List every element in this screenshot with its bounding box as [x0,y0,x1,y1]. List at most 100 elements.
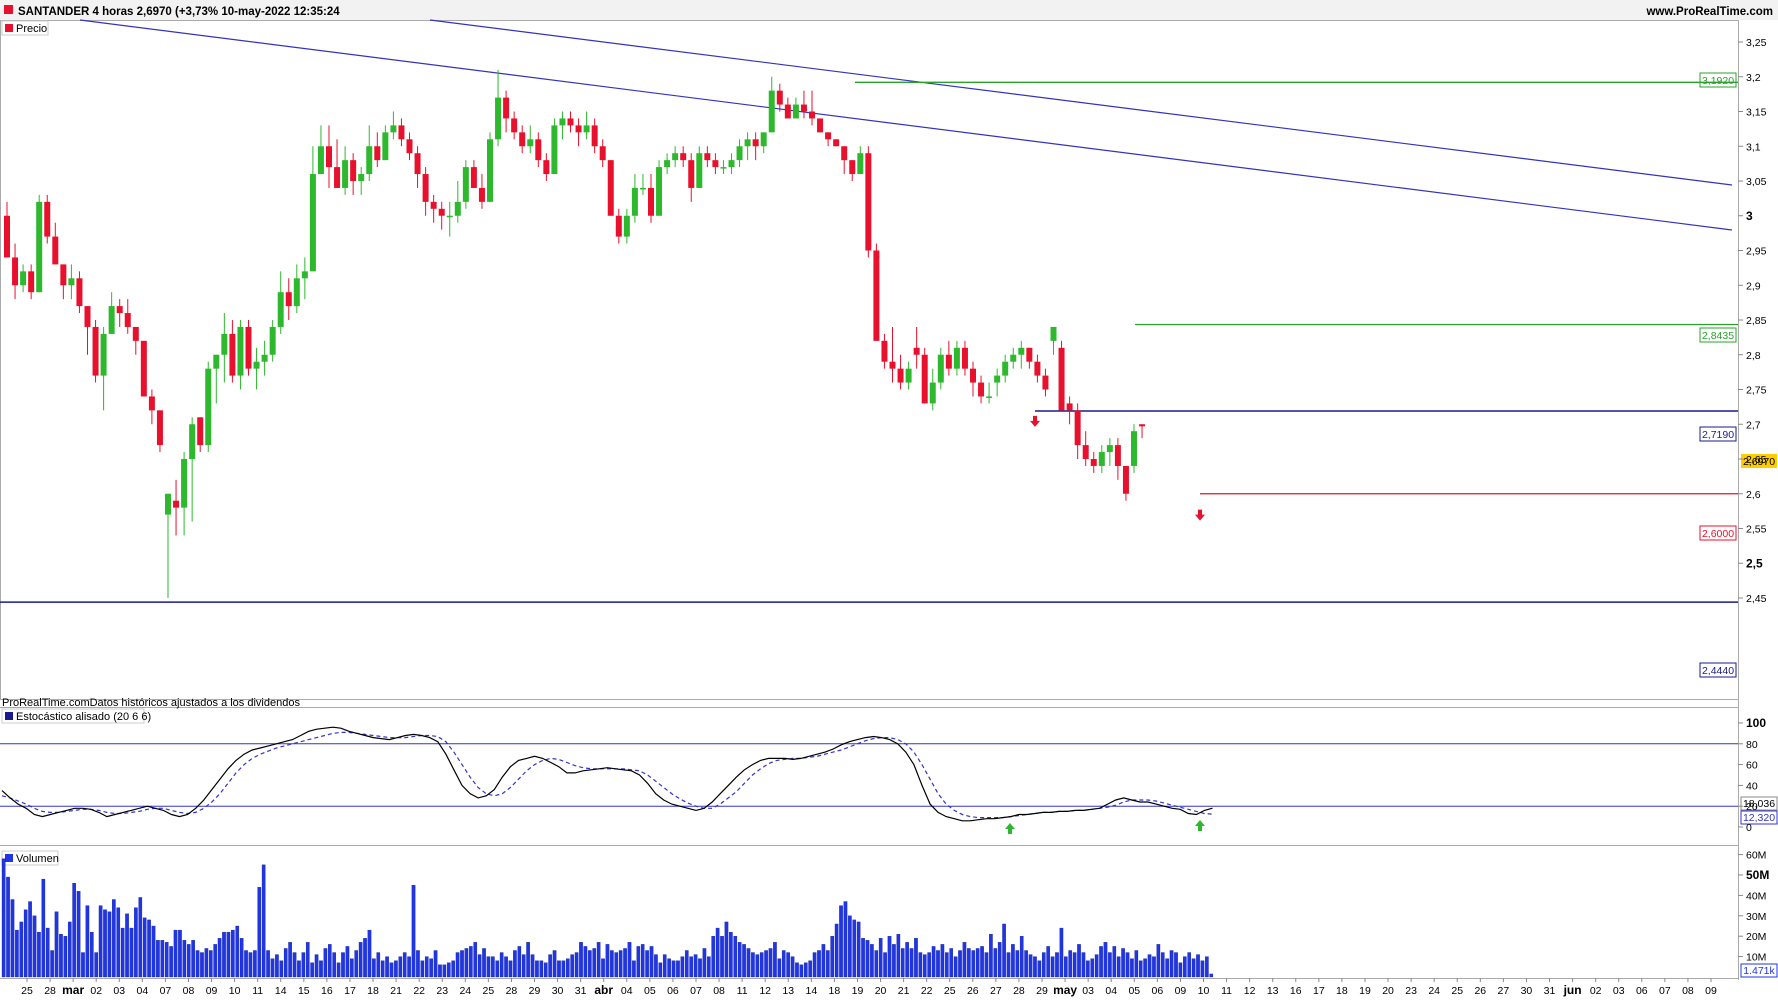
volume-bar [755,954,760,978]
volume-bar [1050,956,1055,978]
stoch-tick-label: 80 [1746,739,1758,751]
candle [237,320,244,390]
volume-bar [1072,952,1077,978]
candle [945,340,952,376]
price-tick-label: 3,15 [1746,107,1767,119]
price-tick-label: 2,55 [1746,524,1767,536]
candle [197,417,204,453]
candle-body [68,278,75,286]
volume-bar [37,931,41,978]
volume-bar [1086,960,1090,978]
candle [478,174,485,209]
volume-bar [993,948,998,978]
volume-bar [1112,946,1117,978]
candle [752,132,759,161]
volume-bar [6,876,10,978]
candle-body [422,174,429,202]
stoch-legend-icon [5,712,13,720]
volume-bar [54,911,59,978]
gridlines [0,743,1738,807]
candle [317,125,324,175]
candle-body [173,500,180,508]
chart-title: SANTANDER 4 horas 2,6970 (+3,73% 10-may-… [18,6,340,18]
volume-bar [182,940,187,978]
volume-bar [178,929,182,978]
candle-body [285,292,292,307]
volume-bar [266,950,270,978]
candle-body [269,326,276,355]
volume-bar [667,958,671,978]
volume-bar [94,952,99,978]
candle [784,97,791,119]
volume-bar [852,919,857,978]
candle-body [28,271,35,293]
candle [551,118,558,175]
candle-body [720,167,727,169]
candle-body [487,139,493,202]
candle [12,243,19,300]
candle-body [446,215,453,218]
candle-body [156,410,163,446]
candle-body [639,187,646,190]
x-tick-label: 21 [390,985,402,997]
candle [704,146,711,168]
candle-body [889,361,896,369]
stoch-d-value-label: 12,320 [1740,810,1778,825]
stoch-tick-label: 0 [1746,822,1752,834]
candle [639,174,646,195]
candle [1122,465,1129,501]
volume-bar [191,940,195,978]
candle-body [1122,465,1129,494]
drawn-lines [0,19,1738,603]
volume-bar [883,952,887,978]
volume-bar [552,950,557,978]
volume-bar [720,936,724,978]
volume-bar [684,950,689,978]
candle-body [607,160,614,216]
volume-bar [248,952,253,978]
candle [221,313,228,383]
volume-bar [799,964,804,978]
candle [953,340,960,376]
candle-body [744,139,751,147]
price-panel-frame [0,20,1739,700]
volume-bar [689,956,693,978]
volume-bar [733,936,738,978]
volume-bar [680,956,685,978]
volume-bar [147,919,151,978]
last-price-label: 2,6970 [1741,454,1777,468]
site-link[interactable]: www.ProRealTime.com [1645,6,1773,18]
volume-bar [949,948,954,978]
candle [350,153,357,195]
volume-bar [980,946,984,978]
candle [744,132,751,161]
candle [519,125,526,154]
x-tick-label: jun [1563,983,1582,997]
candle-body [511,118,518,133]
candle [833,139,840,147]
volume-bar [275,954,279,978]
volume-bar [134,907,138,978]
volume-tick-label: 30M [1746,911,1766,923]
volume-bar [751,952,755,978]
volume-bar [1178,962,1183,978]
x-tick-label: 18 [1336,985,1348,997]
candle-body [849,160,856,175]
candle [406,132,413,161]
trendline-lower [79,19,1733,231]
candle-body [382,132,389,161]
x-tick-label: 06 [667,985,679,997]
volume-bar [89,931,94,978]
x-tick-label: 24 [459,985,471,997]
candle-body [100,333,107,376]
volume-bar [1200,960,1205,978]
price-tick-label: 2,9 [1746,280,1761,292]
x-tick-label: 11 [1221,985,1232,997]
candle [205,361,212,453]
candle-body [1050,326,1057,341]
volume-bar [830,936,835,978]
candle [326,125,332,188]
price-tick-label: 2,85 [1746,315,1767,327]
candle [1058,340,1065,411]
x-axis-ticks: 25 28 mar 02 03 04 07 08 09 10 11 14 15 16 17 18 21 22 23 2… [21,978,1717,997]
